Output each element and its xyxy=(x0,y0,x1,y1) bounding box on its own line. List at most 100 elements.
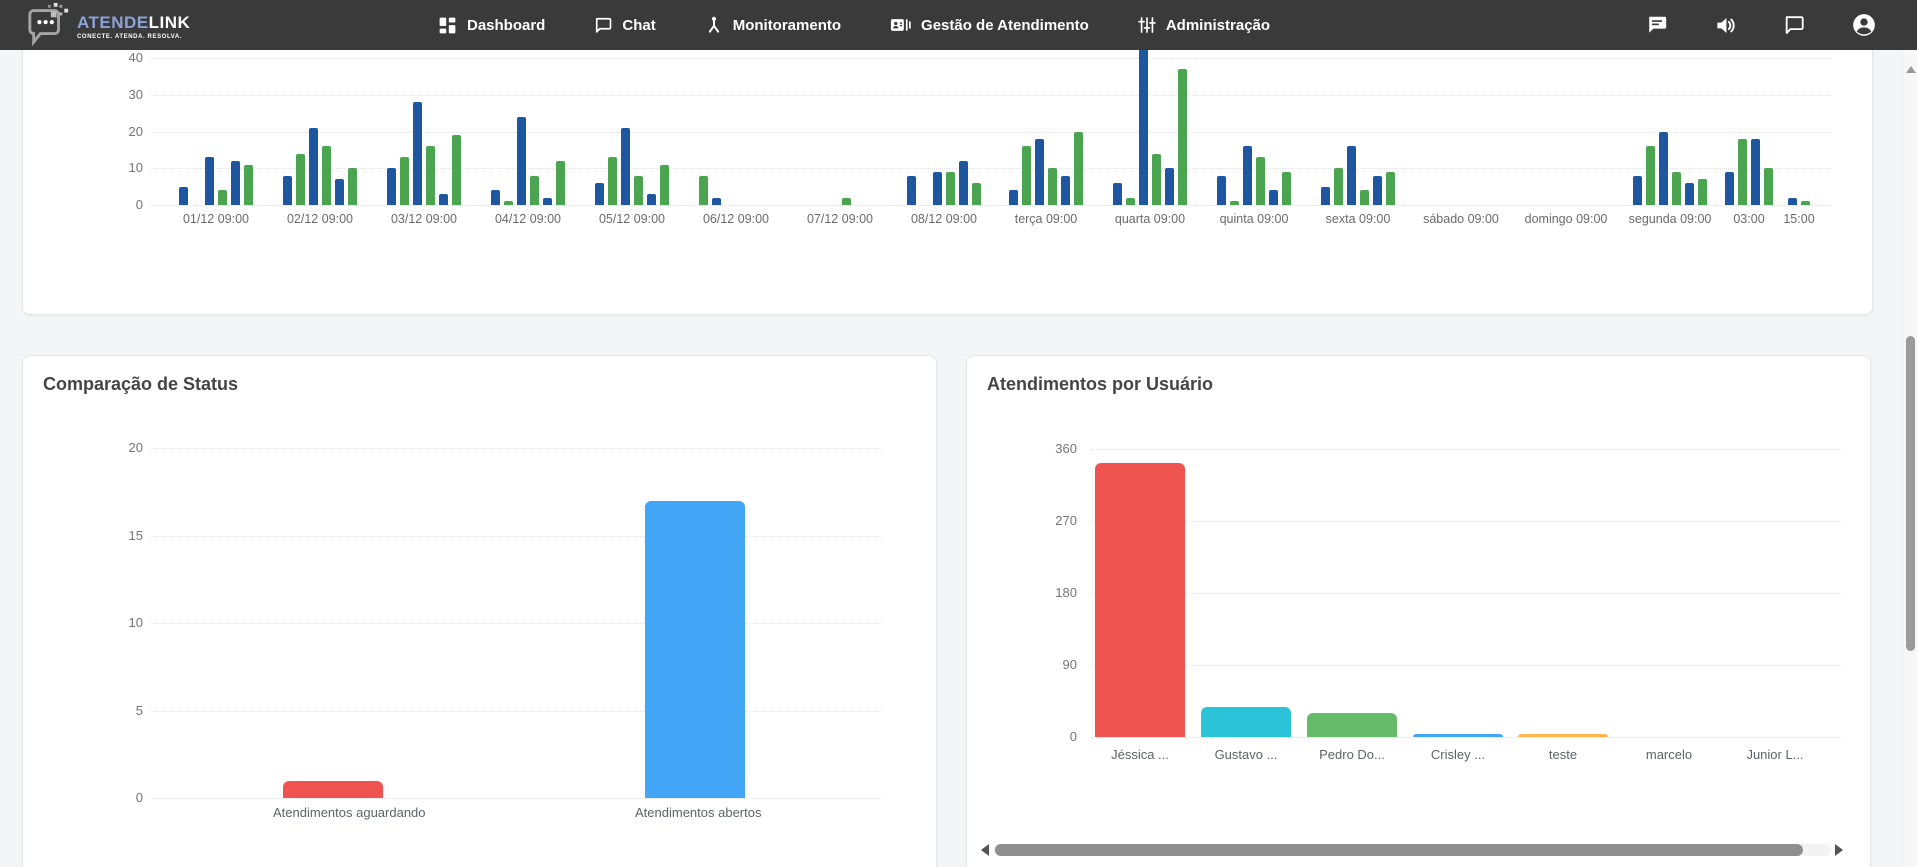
x-axis-label: 15:00 xyxy=(1783,212,1815,226)
x-axis-label: domingo 09:00 xyxy=(1524,212,1608,226)
timeline-bar xyxy=(933,171,942,205)
timeline-bar xyxy=(322,146,331,205)
chat-bubble-icon xyxy=(593,15,613,35)
category-bar xyxy=(1201,707,1291,737)
scroll-up-arrow-icon[interactable] xyxy=(1906,66,1916,73)
account-icon[interactable] xyxy=(1851,12,1877,38)
y-axis-tick: 0 xyxy=(1069,729,1077,744)
category-bar xyxy=(1518,734,1608,737)
x-axis-label: quinta 09:00 xyxy=(1219,212,1289,226)
timeline-bar xyxy=(1243,146,1252,205)
category-bar xyxy=(283,780,383,798)
timeline-bar xyxy=(517,116,526,205)
timeline-bar xyxy=(1801,201,1810,205)
horizontal-scrollbar-track[interactable] xyxy=(993,844,1831,856)
x-axis-label: Atendimentos aguardando xyxy=(273,805,426,820)
y-axis-tick: 0 xyxy=(135,197,143,212)
grid-line xyxy=(151,131,1831,133)
y-axis-tick: 20 xyxy=(128,440,143,455)
y-axis-tick: 10 xyxy=(128,615,143,630)
brand[interactable]: ATENDELINK CONECTE. ATENDA. RESOLVA. xyxy=(25,2,190,51)
x-axis-label: 05/12 09:00 xyxy=(598,212,666,226)
y-axis-tick: 15 xyxy=(128,527,143,543)
horizontal-scrollbar-thumb[interactable] xyxy=(995,844,1803,856)
grid-line xyxy=(151,168,1831,170)
y-axis-tick: 180 xyxy=(1055,585,1077,600)
y-axis-tick: 90 xyxy=(1062,657,1077,672)
category-bar xyxy=(1095,462,1185,737)
y-axis-tick: 0 xyxy=(135,790,143,805)
nav-item-gestao[interactable]: Gestão de Atendimento xyxy=(889,15,1089,35)
timeline-bar xyxy=(1009,190,1018,205)
timeline-bar xyxy=(1698,179,1707,205)
vertical-scrollbar[interactable] xyxy=(1902,50,1917,867)
timeline-bar xyxy=(1269,190,1278,205)
timeline-bar xyxy=(1074,131,1083,205)
nav-item-dashboard[interactable]: Dashboard xyxy=(437,15,545,36)
scroll-left-arrow-icon[interactable] xyxy=(981,844,989,856)
chat-outline-icon[interactable] xyxy=(1783,14,1805,36)
feedback-icon[interactable] xyxy=(1646,14,1668,36)
timeline-bar xyxy=(712,197,721,205)
timeline-bar xyxy=(205,157,214,205)
timeline-bar xyxy=(1152,153,1161,205)
brand-name: ATENDELINK xyxy=(77,13,191,32)
y-axis-tick: 270 xyxy=(1055,513,1077,528)
timeline-bar xyxy=(1321,186,1330,205)
timeline-bar xyxy=(1139,45,1148,205)
nav-item-monitoramento[interactable]: Monitoramento xyxy=(704,15,841,35)
nav-item-chat[interactable]: Chat xyxy=(593,15,656,35)
timeline-bar xyxy=(1764,168,1773,205)
status-comparison-chart: 0 5 10 15 20 Atendimentos aguardando Atendimen… xyxy=(23,356,936,867)
grid-line xyxy=(1091,449,1841,450)
timeline-bar xyxy=(946,171,955,205)
timeline-bar xyxy=(1282,171,1291,205)
timeline-bar xyxy=(1022,146,1031,205)
timeline-bar xyxy=(244,164,253,205)
vertical-scrollbar-thumb[interactable] xyxy=(1906,336,1915,651)
x-axis-label: teste xyxy=(1548,747,1578,762)
grid-line xyxy=(1091,593,1841,594)
status-comparison-card: Comparação de Status 0 5 10 15 20 Atendimento… xyxy=(22,355,937,867)
timeline-bar xyxy=(179,186,188,205)
timeline-bar xyxy=(1061,175,1070,205)
nav-item-administracao[interactable]: Administração xyxy=(1137,15,1270,35)
grid-line xyxy=(1091,737,1841,738)
x-axis-label: 08/12 09:00 xyxy=(910,212,978,226)
x-axis-label: Atendimentos abertos xyxy=(635,805,762,820)
x-axis-label: 04/12 09:00 xyxy=(494,212,562,226)
brand-logo-icon xyxy=(25,2,71,51)
grid-line xyxy=(151,58,1831,60)
x-axis-label: 06/12 09:00 xyxy=(702,212,770,226)
timeline-bar xyxy=(309,127,318,205)
attendances-by-user-card: Atendimentos por Usuário 0 90 180 270 360 Jés… xyxy=(966,355,1871,867)
timeline-bar xyxy=(1360,190,1369,205)
timeline-bar xyxy=(1633,175,1642,205)
x-axis-label: Jéssica ... xyxy=(1111,747,1169,762)
y-axis-tick: 10 xyxy=(128,160,143,176)
contact-card-icon xyxy=(889,15,912,35)
timeline-bar xyxy=(543,197,552,205)
timeline-bar xyxy=(491,190,500,205)
timeline-bar xyxy=(1646,146,1655,205)
scroll-right-arrow-icon[interactable] xyxy=(1835,844,1843,856)
x-axis-label: 03/12 09:00 xyxy=(390,212,458,226)
grid-line xyxy=(151,710,881,712)
timeline-bar xyxy=(530,175,539,205)
card-title: Comparação de Status xyxy=(43,374,239,394)
dashboard-grid-icon xyxy=(437,15,458,36)
timeline-bar xyxy=(1178,69,1187,205)
brand-tagline: CONECTE. ATENDA. RESOLVA. xyxy=(77,34,183,40)
volume-icon[interactable] xyxy=(1714,14,1737,37)
timeline-bar xyxy=(1126,197,1135,205)
attendances-by-user-chart: 0 90 180 270 360 Jéssica ... Gustavo ... Pedro … xyxy=(967,356,1870,867)
timeline-bar xyxy=(647,193,656,205)
x-axis-label: marcelo xyxy=(1645,747,1693,762)
timeline-bar xyxy=(1035,138,1044,205)
x-axis-label: quarta 09:00 xyxy=(1114,212,1186,226)
navbar: ATENDELINK CONECTE. ATENDA. RESOLVA. Das… xyxy=(0,0,1917,50)
x-axis-label: Junior L... xyxy=(1746,747,1804,762)
grid-line xyxy=(151,448,881,449)
y-axis-tick: 30 xyxy=(128,86,143,102)
timeline-chart-card: 0 10 20 30 40 01/12 09:00 02/12 09:00 03/12 09:… xyxy=(22,44,1873,315)
